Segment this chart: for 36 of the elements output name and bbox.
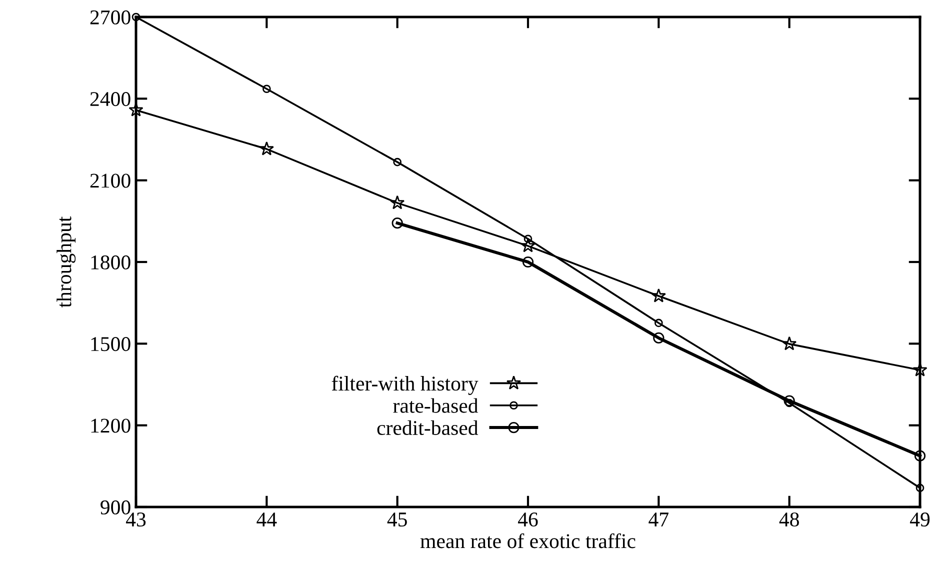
point — [393, 158, 402, 166]
point — [651, 288, 666, 302]
point — [132, 12, 140, 22]
point — [259, 141, 274, 156]
legend-label: rate-based — [393, 398, 478, 413]
x-tick-label: 43 — [126, 512, 146, 527]
point — [262, 84, 271, 94]
y-tick-label: 1200 — [91, 418, 130, 433]
point — [392, 218, 403, 229]
y-tick-label: 2400 — [90, 92, 130, 106]
x-tick-label: 45 — [387, 512, 407, 527]
point — [522, 256, 534, 268]
legend-label: credit-based — [377, 420, 478, 436]
x-tick-label: 44 — [256, 512, 277, 526]
x-axis-title: mean rate of exotic traffic — [420, 533, 636, 548]
x-tick-label: 48 — [779, 512, 799, 527]
y-tick-label: 900 — [100, 500, 130, 514]
y-tick-label: 1500 — [91, 337, 130, 352]
x-tick-label: 46 — [518, 512, 538, 527]
legend-label: filter-with history — [332, 376, 478, 395]
point — [784, 395, 795, 406]
y-axis-title: throughput — [56, 216, 76, 308]
point — [524, 234, 532, 244]
point — [520, 238, 536, 252]
point — [916, 484, 924, 492]
point — [782, 336, 797, 350]
x-tick-label: 47 — [648, 512, 668, 526]
y-tick-label: 2700 — [90, 10, 130, 24]
x-tick-label: 49 — [910, 512, 930, 527]
point — [653, 332, 664, 344]
y-tick-label: 1800 — [91, 255, 130, 270]
point — [914, 450, 926, 462]
point — [390, 195, 405, 210]
point — [128, 102, 144, 116]
point — [654, 318, 663, 328]
y-tick-label: 2100 — [90, 174, 130, 188]
